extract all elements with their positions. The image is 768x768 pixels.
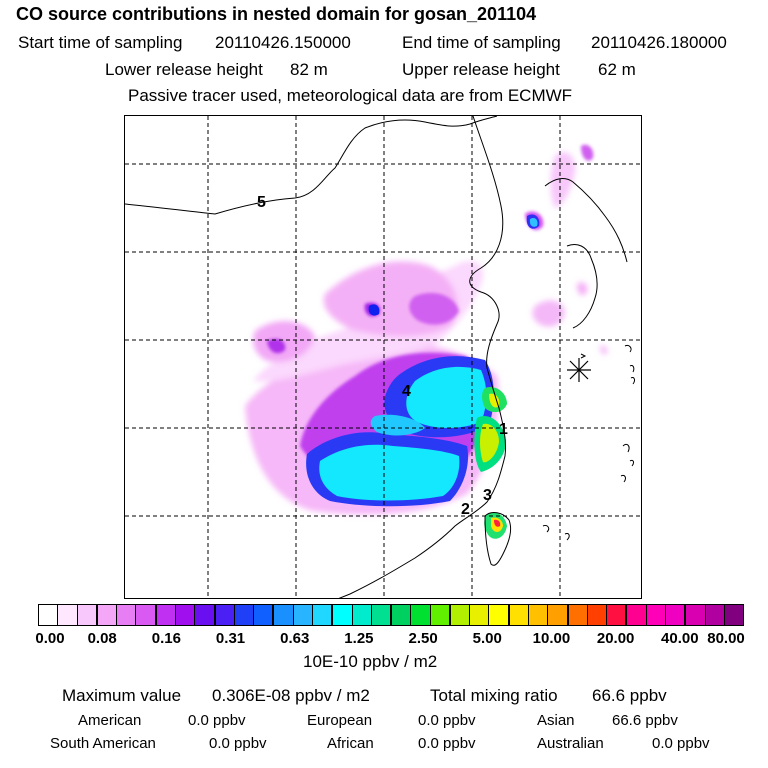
colorbar-swatch	[39, 605, 59, 625]
colorbar-swatch	[509, 605, 530, 625]
colorbar-swatch	[705, 605, 725, 625]
colorbar-swatch	[156, 605, 176, 625]
colorbar-tick-label: 0.16	[151, 630, 181, 647]
lower-height-label: Lower release height	[105, 60, 263, 79]
region-label-2: 2	[461, 501, 470, 518]
colorbar-swatch	[215, 605, 235, 625]
colorbar-tick-label: 10.00	[532, 630, 571, 647]
colorbar-swatch	[627, 605, 647, 625]
source-value-australian: 0.0 ppbv	[652, 735, 710, 752]
colorbar-swatch	[686, 605, 706, 625]
source-name-african: African	[327, 735, 374, 752]
colorbar-tick-label: 5.00	[472, 630, 502, 647]
colorbar-tick-label: 0.31	[215, 630, 246, 647]
source-name-south-american: South American	[50, 735, 156, 752]
source-value-european: 0.0 ppbv	[418, 712, 476, 729]
colorbar-swatch	[666, 605, 687, 625]
colorbar-swatch	[117, 605, 137, 625]
colorbar-swatch	[195, 605, 216, 625]
colorbar-swatch	[646, 605, 666, 625]
colorbar-tick-label: 0.63	[280, 630, 310, 647]
lat-lon-grid	[125, 116, 641, 598]
source-value-african: 0.0 ppbv	[418, 735, 476, 752]
source-value-asian: 66.6 ppbv	[612, 712, 678, 729]
region-label-3: 3	[483, 487, 492, 504]
colorbar-unit: 10E-10 ppbv / m2	[303, 652, 438, 671]
colorbar-swatch	[470, 605, 490, 625]
colorbar-swatch	[254, 605, 275, 625]
station-marker	[567, 358, 591, 382]
upper-height-value: 62 m	[598, 60, 636, 79]
colorbar-swatch	[607, 605, 628, 625]
colorbar-swatch	[77, 605, 98, 625]
colorbar-tick-label: 0.00	[35, 630, 65, 647]
map-panel: 1 2 3 4 5	[124, 115, 642, 599]
map-svg: 1 2 3 4 5	[125, 116, 641, 598]
colorbar-tick-label: 40.00	[661, 630, 699, 647]
end-time-value: 20110426.180000	[591, 33, 727, 52]
colorbar-swatch	[312, 605, 334, 625]
colorbar-swatch	[392, 605, 412, 625]
tracer-note: Passive tracer used, meteorological data…	[128, 86, 573, 105]
concentration-field	[245, 144, 608, 539]
colorbar-swatch	[371, 605, 393, 625]
colorbar-swatch	[548, 605, 569, 625]
colorbar-swatch	[274, 605, 294, 625]
colorbar-swatch	[97, 605, 118, 625]
start-time-value: 20110426.150000	[215, 33, 351, 52]
colorbar-swatch	[175, 605, 196, 625]
colorbar-swatch	[587, 605, 608, 625]
upper-height-label: Upper release height	[402, 60, 560, 79]
colorbar-tick-label: 2.50	[408, 630, 438, 647]
colorbar-swatch	[724, 605, 744, 625]
colorbar-tick-label: 0.08	[87, 630, 117, 647]
max-value-label: Maximum value	[62, 686, 182, 705]
colorbar-swatch	[293, 605, 313, 625]
region-label-1: 1	[499, 421, 508, 438]
colorbar-tick-label: 80.00	[707, 630, 745, 647]
colorbar-swatch	[411, 605, 431, 625]
colorbar-swatch	[234, 605, 255, 625]
total-mixing-label: Total mixing ratio	[430, 686, 558, 705]
colorbar-tick-label: 20.00	[596, 630, 635, 647]
total-mixing-value: 66.6 ppbv	[592, 686, 667, 705]
max-value: 0.306E-08 ppbv / m2	[212, 686, 370, 705]
lower-height-value: 82 m	[290, 60, 328, 79]
region-label-4: 4	[402, 383, 411, 400]
colorbar-tick-label: 1.25	[344, 630, 374, 647]
colorbar-swatch	[430, 605, 451, 625]
colorbar-swatch	[568, 605, 588, 625]
colorbar-swatch	[450, 605, 471, 625]
colorbar-swatch	[489, 605, 510, 625]
coastlines	[125, 116, 635, 598]
end-time-label: End time of sampling	[402, 33, 561, 52]
source-name-european: European	[307, 712, 373, 729]
plume-green-yellow	[474, 386, 507, 539]
source-name-asian: Asian	[537, 712, 575, 729]
figure-title: CO source contributions in nested domain…	[16, 4, 537, 24]
colorbar-swatch	[136, 605, 157, 625]
region-label-5: 5	[257, 194, 266, 211]
start-time-label: Start time of sampling	[18, 33, 183, 52]
source-value-south-american: 0.0 ppbv	[209, 735, 267, 752]
colorbar-swatch	[58, 605, 78, 625]
colorbar	[38, 604, 744, 626]
colorbar-swatch	[529, 605, 549, 625]
source-value-american: 0.0 ppbv	[188, 712, 246, 729]
source-name-australian: Australian	[537, 735, 604, 752]
colorbar-swatch	[352, 605, 372, 625]
colorbar-swatch	[333, 605, 353, 625]
plume-cyan	[319, 217, 538, 501]
source-name-american: American	[78, 712, 142, 729]
